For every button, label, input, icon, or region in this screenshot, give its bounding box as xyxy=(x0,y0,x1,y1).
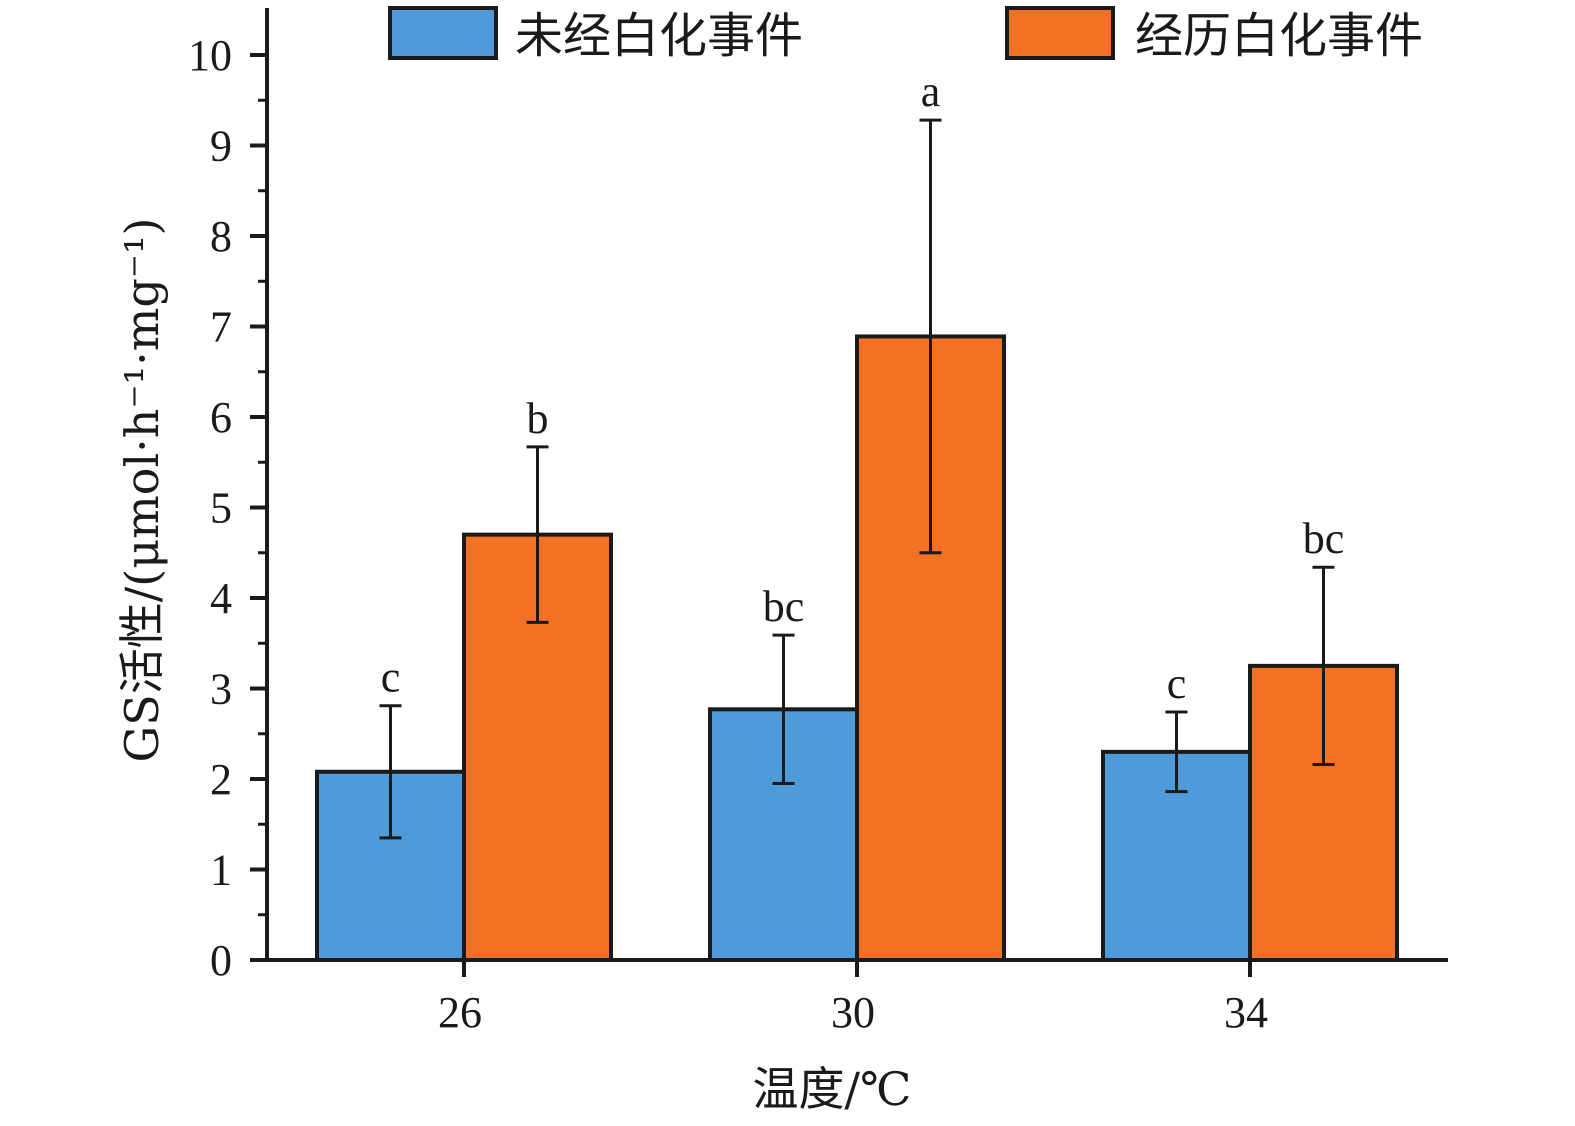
y-tick-label: 6 xyxy=(210,393,232,442)
y-tick-label: 9 xyxy=(210,122,232,171)
y-tick-label: 8 xyxy=(210,212,232,261)
significance-label-30-series-1: a xyxy=(921,67,941,116)
legend-swatch-bleached xyxy=(1005,6,1115,60)
significance-label-30-series-0: bc xyxy=(763,582,805,631)
y-tick-label: 10 xyxy=(188,31,232,80)
y-tick-label: 2 xyxy=(210,755,232,804)
y-tick-label: 0 xyxy=(210,936,232,985)
significance-label-26-series-1: b xyxy=(527,394,549,443)
legend-label-unbleached: 未经白化事件 xyxy=(515,8,803,64)
y-tick-label: 7 xyxy=(210,303,232,352)
significance-labels-layer: c b bc a c bc xyxy=(381,67,1345,708)
bar-30-series-1 xyxy=(855,334,1006,962)
y-tick-label: 1 xyxy=(210,846,232,895)
x-tick-label-26: 26 xyxy=(438,988,482,1037)
error-bars-layer xyxy=(379,118,1335,840)
y-ticks: 0 1 2 3 4 5 6 7 8 9 10 xyxy=(188,31,267,985)
x-axis-title: 温度/℃ xyxy=(753,1062,912,1116)
x-ticks: 26 30 34 xyxy=(438,960,1268,1037)
y-tick-label: 5 xyxy=(210,484,232,533)
bars-layer xyxy=(315,334,1399,963)
legend-swatch-unbleached xyxy=(388,6,498,60)
x-tick-label-34: 34 xyxy=(1224,988,1268,1037)
significance-label-26-series-0: c xyxy=(381,653,401,702)
x-tick-label-30: 30 xyxy=(831,988,875,1037)
y-tick-label: 3 xyxy=(210,665,232,714)
legend: 未经白化事件 经历白化事件 xyxy=(388,6,1423,64)
y-tick-label: 4 xyxy=(210,574,232,623)
significance-label-34-series-1: bc xyxy=(1303,514,1345,563)
significance-label-34-series-0: c xyxy=(1167,659,1187,708)
y-axis-title: GS活性/(μmol·h⁻¹·mg⁻¹) xyxy=(115,218,169,763)
legend-label-bleached: 经历白化事件 xyxy=(1135,8,1423,64)
